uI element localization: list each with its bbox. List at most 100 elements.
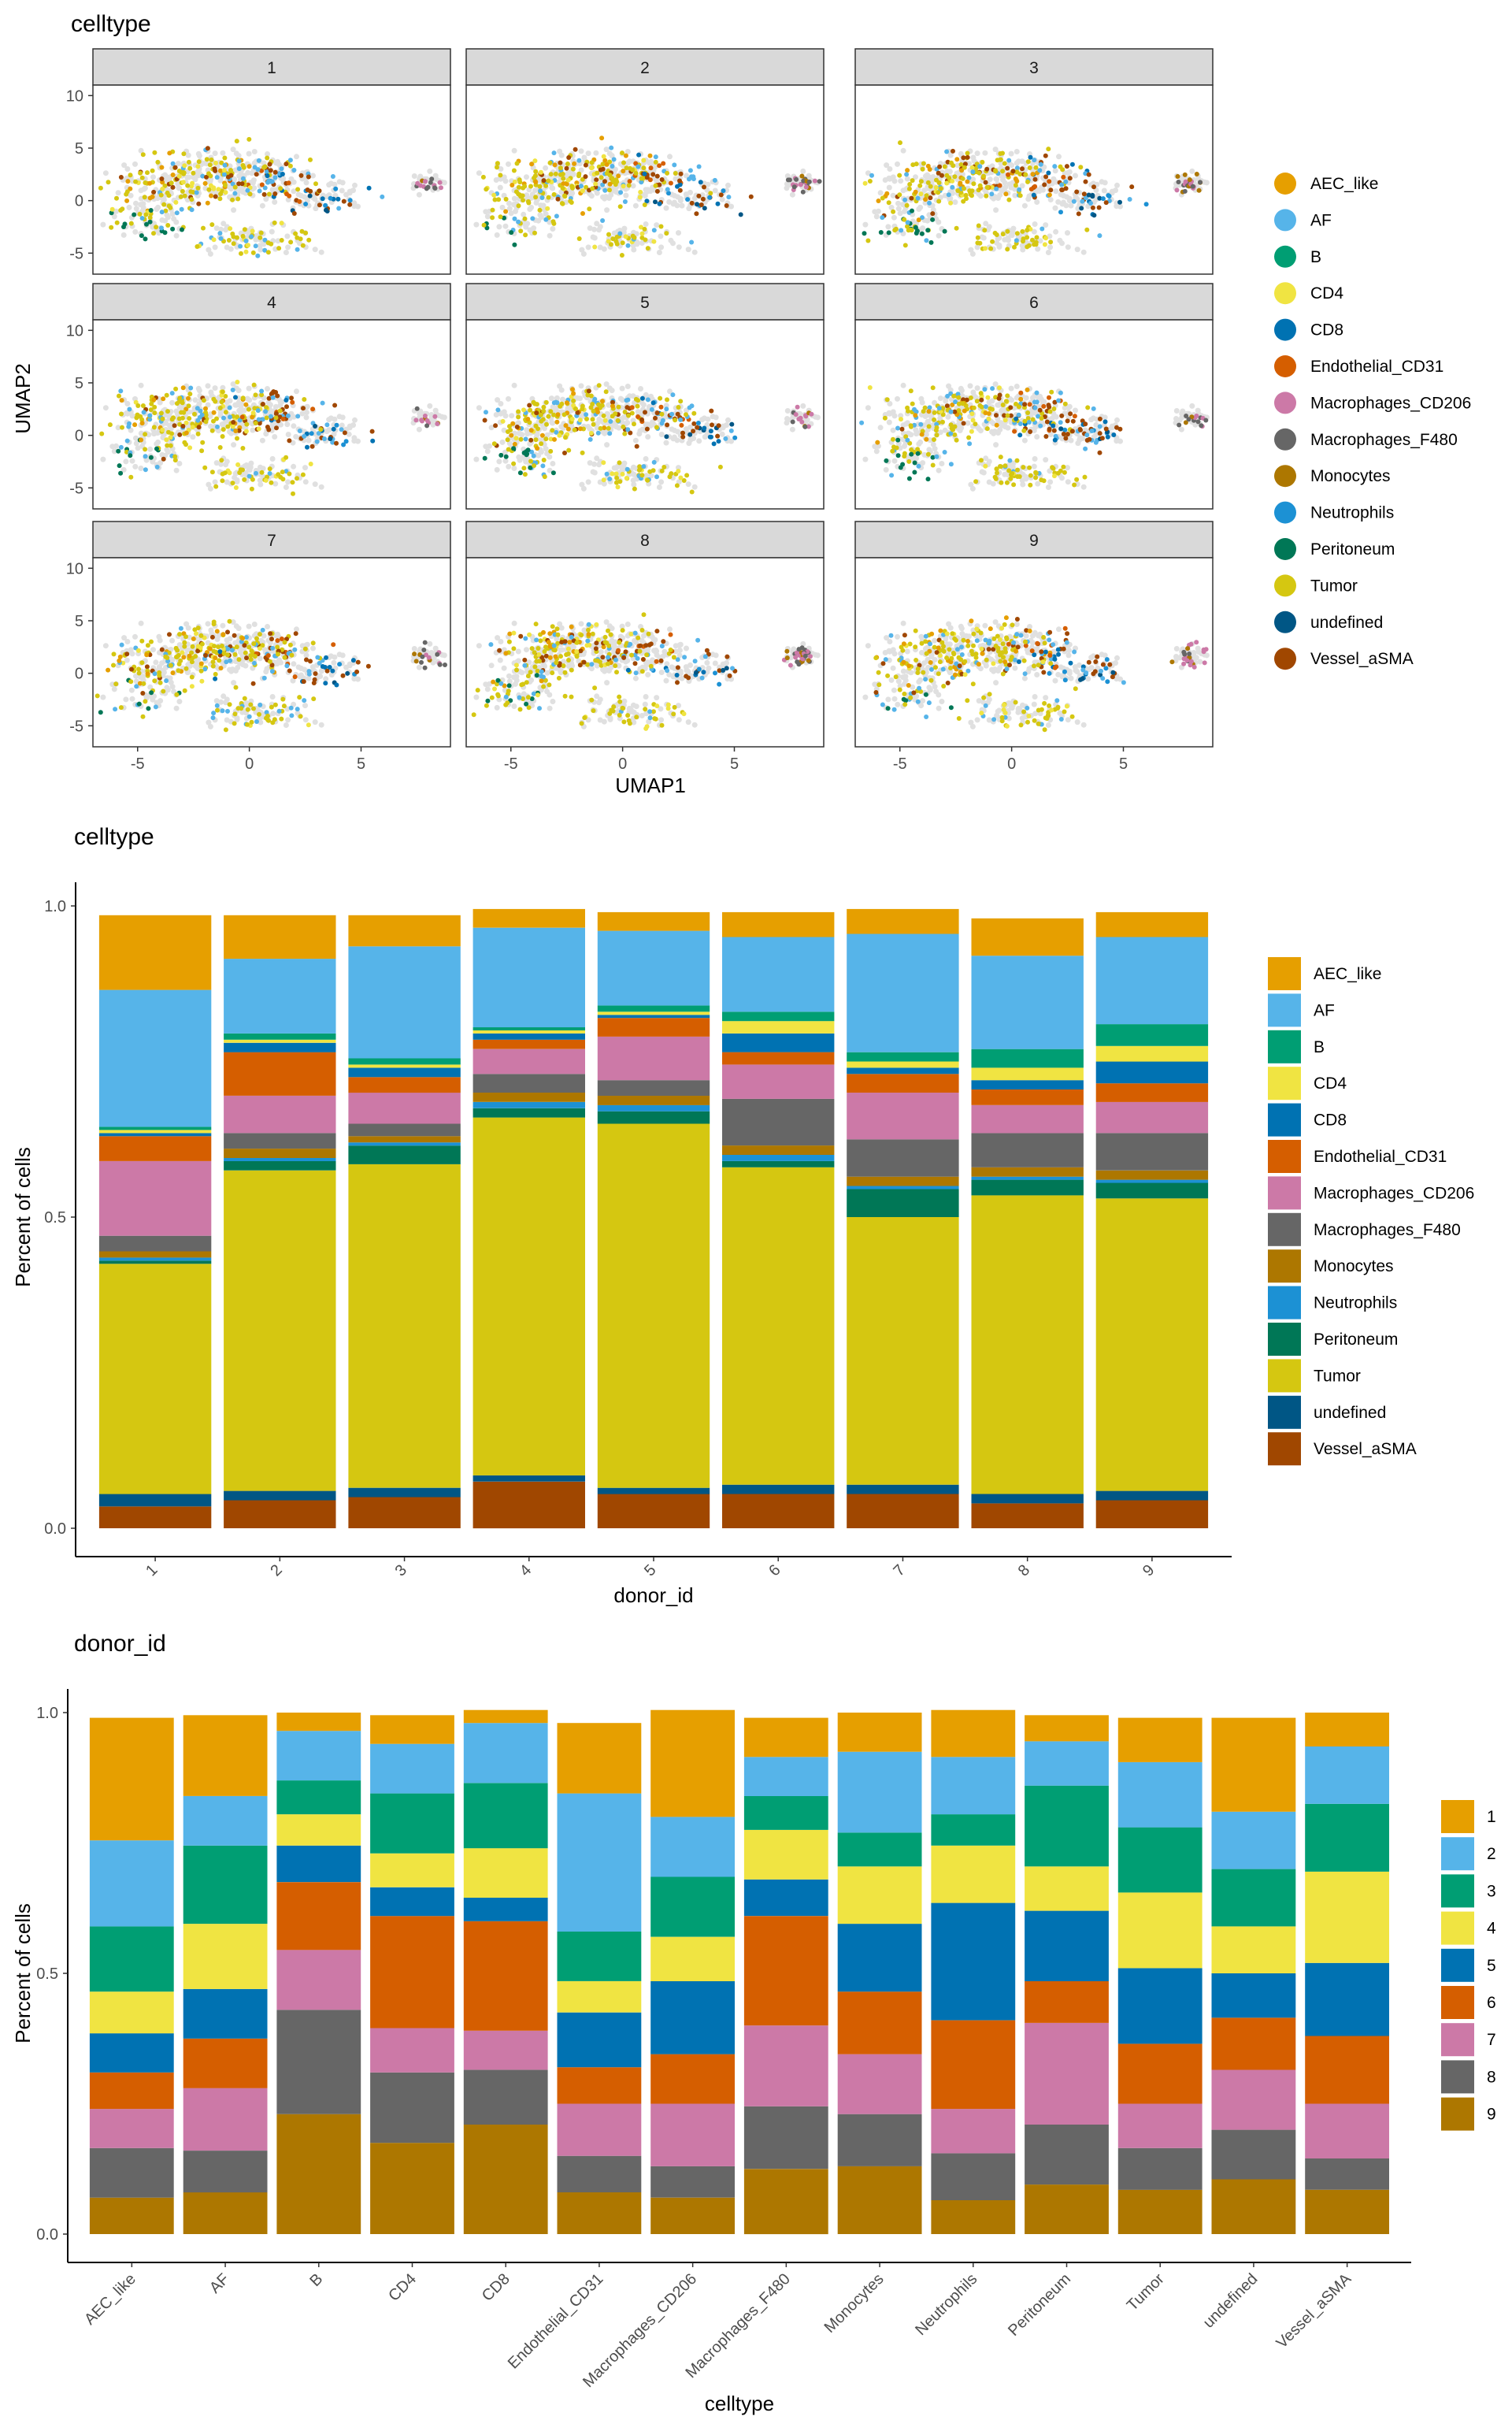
data-point-tumor [273,415,279,421]
data-point-tumor [893,226,899,232]
data-point-aec-like [161,396,166,402]
data-point-tumor [573,406,578,411]
data-point-macrophages-f480 [424,186,429,191]
data-point-cd4 [512,179,517,184]
data-point-tumor [965,150,970,156]
data-point-af [989,191,995,197]
y-tick-label: 10 [66,87,83,105]
background-point [932,446,938,452]
background-point [550,461,556,466]
data-point-tumor [891,436,895,442]
data-point-tumor [689,489,695,495]
data-point-vessel-asma [1043,434,1049,439]
background-point [1113,187,1118,194]
data-point-tumor [963,192,969,198]
umap-facet-2: 2 [465,48,825,275]
data-point-aec-like [600,399,605,404]
data-point-tumor [956,395,962,400]
data-point-vessel-asma [1008,405,1014,410]
background-point [630,183,636,189]
data-point-undefined [307,193,313,199]
data-point-tumor [918,179,924,184]
data-point-macrophages-f480 [800,189,806,195]
data-point-tumor [934,425,939,430]
data-point-vessel-asma [677,187,683,193]
background-point [684,173,689,179]
data-point-af [934,454,939,459]
data-point-tumor [516,414,521,420]
data-point-tumor [910,178,915,184]
data-point-vessel-asma [284,404,289,410]
data-point-peritoneum [884,458,889,463]
data-point-af [712,177,717,183]
background-point [133,206,139,212]
data-point-endothelial-cd31 [297,199,302,204]
data-point-monocytes [1187,177,1192,183]
data-point-aec-like [1025,387,1030,392]
data-point-tumor [568,199,573,204]
data-point-tumor [546,178,551,184]
data-point-tumor [645,477,650,483]
data-point-af [880,215,885,221]
data-point-tumor [206,187,212,192]
data-point-aec-like [250,414,255,420]
data-point-aec-like [533,179,539,184]
data-point-aec-like [1014,179,1020,184]
background-point [173,705,180,711]
data-point-af [141,410,146,415]
background-point [339,414,346,421]
data-point-peritoneum [525,447,531,453]
data-point-tumor [299,228,305,234]
data-point-tumor [128,474,134,480]
data-point-aec-like [604,161,610,167]
background-point [712,187,718,194]
data-point-cd4 [168,435,173,440]
data-point-tumor [161,202,167,207]
data-point-tumor [925,451,931,457]
data-point-af [982,387,988,392]
data-point-tumor [659,411,665,417]
data-point-tumor [496,197,502,202]
data-point-tumor [1039,477,1044,483]
background-point [645,187,651,193]
data-point-tumor [202,465,208,470]
data-point-vessel-asma [177,432,183,437]
data-point-tumor [188,189,194,195]
data-point-tumor [921,161,926,166]
data-point-vessel-asma [342,430,347,436]
background-point [498,166,504,172]
data-point-tumor [975,235,980,240]
data-point-peritoneum [925,477,931,482]
data-point-monocytes [1194,172,1199,176]
background-point [913,174,918,180]
data-point-cd4 [969,165,975,170]
data-point-aec-like [1030,172,1036,177]
data-point-tumor [691,410,697,416]
data-point-af [159,210,165,215]
data-point-vessel-asma [1076,211,1081,217]
data-point-tumor [302,397,307,402]
background-point [872,209,878,215]
background-point [1043,457,1049,463]
background-point [685,247,691,253]
data-point-neutrophils [1106,194,1112,199]
background-point [917,439,924,445]
data-point-tumor [960,401,965,406]
data-point-cd8 [366,185,372,191]
background-point [719,196,725,202]
data-point-af [636,164,641,169]
data-point-af [651,228,657,233]
data-point-tumor [195,244,200,249]
data-point-tumor [615,418,621,423]
data-point-vessel-asma [309,444,315,449]
data-point-tumor [642,202,647,207]
data-point-tumor [230,231,235,236]
data-point-peritoneum [913,225,918,230]
data-point-cd8 [711,441,717,447]
background-point [476,170,482,176]
data-point-macrophages-f480 [424,423,430,429]
background-point [967,383,973,389]
data-point-tumor [117,393,121,399]
data-point-af [1097,424,1102,429]
